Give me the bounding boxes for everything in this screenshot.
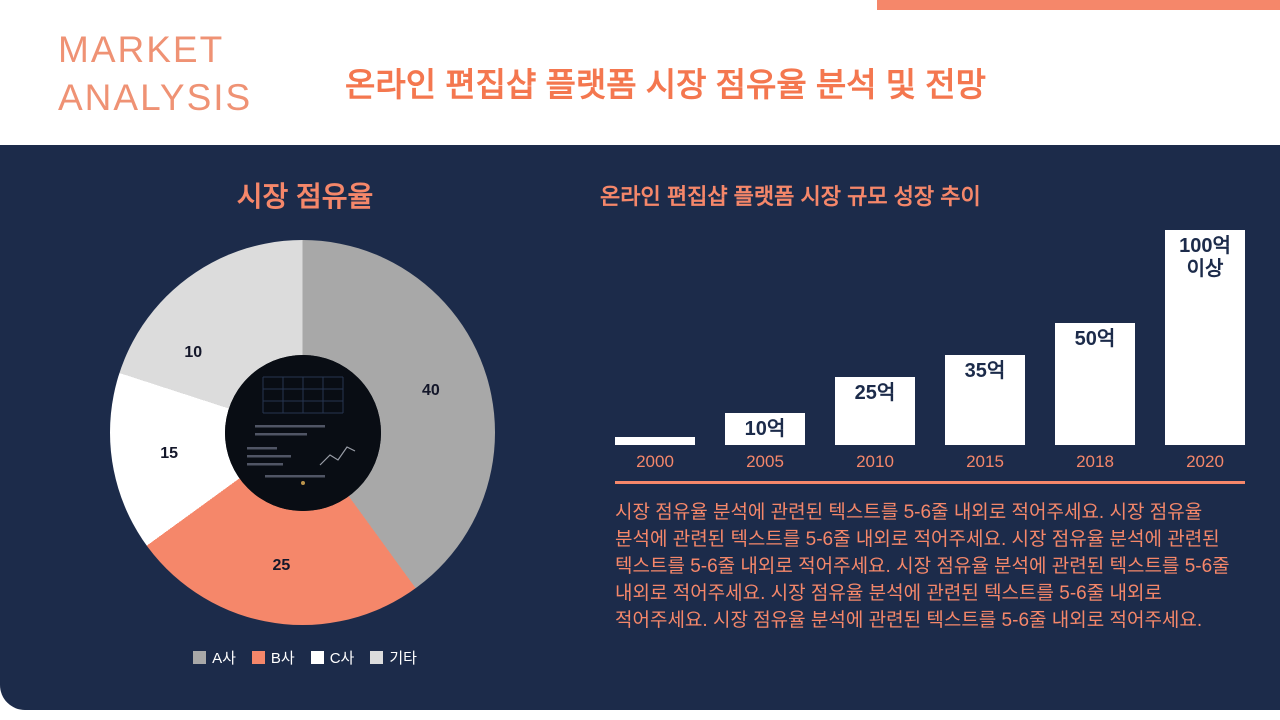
legend-item: B사 bbox=[251, 647, 295, 668]
growth-years: 2000 2005 2010 2015 2018 2020 bbox=[615, 452, 1245, 472]
brand-line-2: ANALYSIS bbox=[58, 77, 253, 118]
legend-swatch bbox=[370, 651, 384, 664]
pie-value-label: 40 bbox=[421, 381, 440, 399]
market-share-title: 시장 점유율 bbox=[236, 181, 374, 212]
slide-header: MARKET ANALYSIS 온라인 편집샵 플랫폼 시장 점유율 분석 및 … bbox=[0, 0, 1280, 145]
brand-line-1: MARKET bbox=[58, 29, 225, 70]
body-paragraph: 시장 점유율 분석에 관련된 텍스트를 5-6줄 내외로 적어주세요. 시장 점… bbox=[615, 502, 1230, 631]
bar-year-label: 2020 bbox=[1186, 452, 1224, 471]
growth-bar: 10억 bbox=[725, 413, 805, 445]
bar-value-label: 10억 bbox=[744, 418, 786, 440]
growth-bar: 50억 bbox=[1055, 323, 1135, 445]
growth-bar: 35억 bbox=[945, 355, 1025, 445]
bar-value-label: 100억 이상 bbox=[1179, 235, 1231, 280]
legend-label: 기타 bbox=[389, 650, 417, 667]
bar-year-label: 2005 bbox=[746, 452, 784, 471]
growth-bar: 25억 bbox=[835, 377, 915, 445]
pie-legend: A사 B사 C사 기타 bbox=[0, 647, 610, 668]
bar-year-label: 2000 bbox=[636, 452, 674, 471]
pie-value-label: 15 bbox=[160, 444, 179, 462]
pie-value-label: 10 bbox=[184, 344, 203, 362]
axis-underline bbox=[615, 481, 1245, 484]
legend-label: B사 bbox=[270, 650, 295, 667]
bar-year-label: 2018 bbox=[1076, 452, 1114, 471]
growth-bar-chart: 10억 25억 35억 50억 100억 이상 2000 2005 2010 2015 2018… bbox=[615, 225, 1245, 484]
growth-bar: 100억 이상 bbox=[1165, 230, 1245, 445]
page-title: 온라인 편집샵 플랫폼 시장 점유율 분석 및 전망 bbox=[345, 66, 987, 103]
donut-center-image bbox=[224, 354, 381, 511]
legend-swatch bbox=[193, 651, 207, 664]
bar-value-label: 35억 bbox=[964, 360, 1006, 382]
bar-value-label: 25억 bbox=[854, 382, 896, 404]
legend-label: A사 bbox=[212, 650, 236, 667]
legend-item: 기타 bbox=[370, 647, 417, 668]
bar-year-label: 2015 bbox=[966, 452, 1004, 471]
legend-item: A사 bbox=[193, 647, 236, 668]
legend-swatch bbox=[310, 651, 324, 664]
pie-value-label: 25 bbox=[272, 556, 291, 574]
legend-label: C사 bbox=[329, 650, 355, 667]
brand-text: MARKET ANALYSIS bbox=[58, 26, 252, 122]
growth-bar bbox=[615, 437, 695, 445]
top-accent-bar bbox=[877, 0, 1280, 10]
legend-swatch bbox=[251, 651, 265, 664]
growth-chart-title: 온라인 편집샵 플랫폼 시장 규모 성장 추이 bbox=[600, 184, 981, 209]
legend-item: C사 bbox=[310, 647, 355, 668]
market-share-donut: 40 25 15 10 bbox=[110, 240, 495, 625]
slide-body: 시장 점유율 bbox=[0, 145, 1280, 710]
bar-year-label: 2010 bbox=[856, 452, 894, 471]
analytics-screenshot-art bbox=[224, 354, 381, 511]
growth-bars: 10억 25억 35억 50억 100억 이상 bbox=[615, 225, 1245, 445]
bar-value-label: 50억 bbox=[1074, 328, 1116, 350]
